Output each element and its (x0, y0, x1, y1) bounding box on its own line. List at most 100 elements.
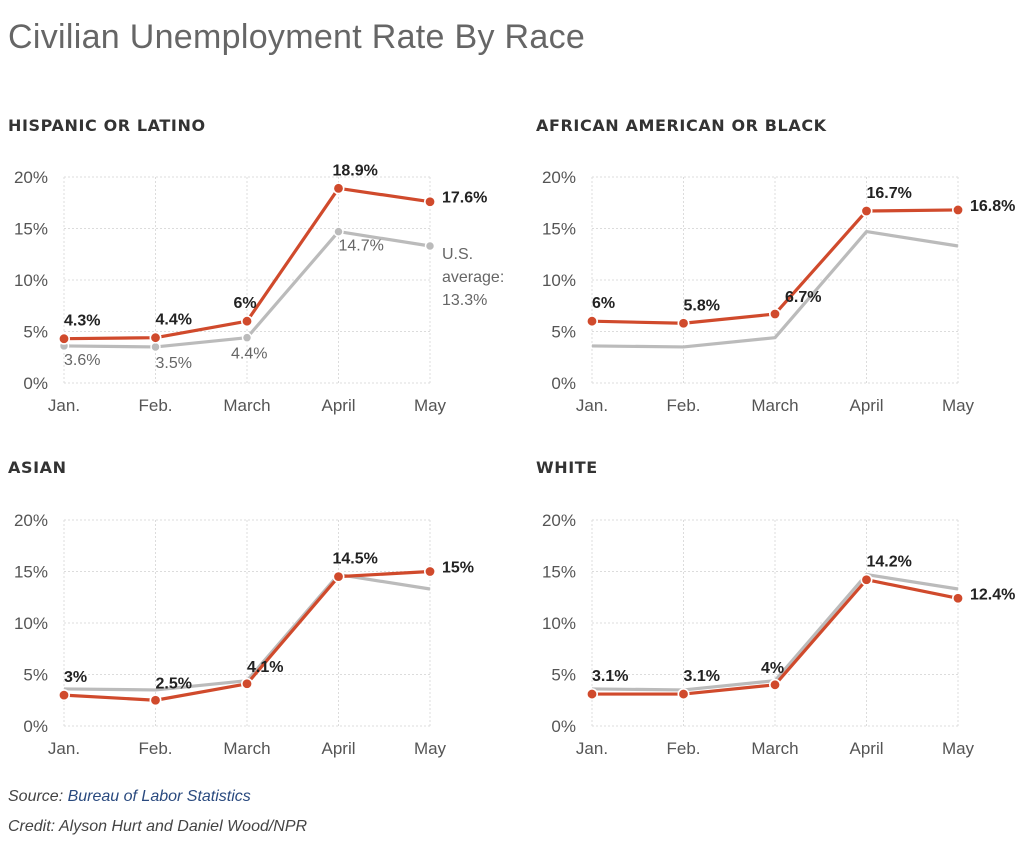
group-value-label: 4.1% (247, 659, 283, 676)
chart-panel-0: HISPANIC OR LATINO 0% 5% 10% 15% 20% Jan. Feb. M… (8, 116, 504, 415)
x-tick-label: May (414, 739, 447, 758)
source-label: Source: (8, 788, 64, 805)
average-value-label: 3.6% (64, 352, 100, 369)
group-value-label: 4% (761, 660, 784, 677)
x-tick-label: April (849, 396, 883, 415)
group-point (57, 332, 70, 345)
average-value-label: 4.4% (231, 346, 267, 363)
x-tick-label: Feb. (138, 739, 172, 758)
group-value-label: 6% (592, 295, 615, 312)
average-value-label: 14.7% (339, 238, 384, 255)
y-tick-label: 5% (551, 323, 576, 342)
average-annotation: 13.3% (442, 292, 487, 309)
credit-line: Credit: Alyson Hurt and Daniel Wood/NPR (8, 818, 308, 835)
group-value-label: 14.2% (867, 554, 912, 571)
group-point (951, 592, 964, 605)
source-line: Source: Bureau of Labor Statistics (8, 788, 307, 806)
group-value-label: 17.6% (442, 190, 487, 207)
x-tick-label: March (751, 396, 798, 415)
group-value-label: 18.9% (333, 162, 378, 179)
y-tick-label: 20% (14, 168, 48, 187)
group-value-label: 16.8% (970, 198, 1015, 215)
chart-panel-2: ASIAN 0% 5% 10% 15% 20% Jan. Feb. March April May 3… (8, 458, 474, 758)
group-point (149, 331, 162, 344)
y-tick-label: 15% (542, 220, 576, 239)
average-point (241, 332, 253, 343)
x-tick-label: April (321, 396, 355, 415)
group-value-label: 4.3% (64, 313, 100, 330)
average-annotation: average: (442, 269, 504, 286)
x-tick-label: March (751, 739, 798, 758)
group-value-label: 16.7% (867, 185, 912, 202)
group-point (860, 573, 873, 586)
group-point (677, 688, 690, 701)
x-tick-label: April (321, 739, 355, 758)
y-tick-label: 0% (551, 374, 576, 393)
x-tick-label: Jan. (48, 396, 80, 415)
chart-panel-1: AFRICAN AMERICAN OR BLACK 0% 5% 10% 15% 20% Ja… (536, 116, 1015, 415)
y-tick-label: 0% (551, 717, 576, 736)
x-tick-label: Jan. (576, 396, 608, 415)
x-tick-label: Jan. (48, 739, 80, 758)
average-point (150, 341, 161, 353)
group-value-label: 5.8% (684, 297, 720, 314)
group-value-label: 6% (233, 295, 256, 312)
group-point (332, 570, 345, 583)
y-tick-label: 20% (14, 511, 48, 530)
x-tick-label: March (223, 396, 270, 415)
group-value-label: 15% (442, 560, 474, 577)
x-tick-label: May (942, 396, 975, 415)
x-tick-label: Jan. (576, 739, 608, 758)
group-point (585, 688, 598, 701)
group-point (149, 694, 162, 707)
chart-title: WHITE (536, 458, 598, 477)
y-tick-label: 0% (23, 717, 48, 736)
group-point (423, 195, 436, 208)
group-value-label: 3.1% (684, 668, 720, 685)
average-annotation: U.S. (442, 246, 473, 263)
page-title: Civilian Unemployment Rate By Race (8, 18, 586, 56)
x-tick-label: April (849, 739, 883, 758)
group-point (677, 317, 690, 330)
group-point (241, 677, 254, 690)
x-tick-label: Feb. (666, 396, 700, 415)
group-point (241, 315, 254, 328)
y-tick-label: 10% (542, 614, 576, 633)
group-value-label: 2.5% (156, 675, 192, 692)
y-tick-label: 20% (542, 168, 576, 187)
average-point (333, 226, 344, 237)
x-tick-label: Feb. (666, 739, 700, 758)
group-value-label: 14.5% (333, 551, 378, 568)
y-tick-label: 20% (542, 511, 576, 530)
group-value-label: 3.1% (592, 668, 628, 685)
group-value-label: 12.4% (970, 586, 1015, 603)
average-point (424, 240, 436, 252)
chart-title: AFRICAN AMERICAN OR BLACK (536, 116, 827, 135)
x-tick-label: May (414, 396, 447, 415)
average-line (591, 229, 959, 349)
group-value-label: 6.7% (785, 289, 821, 306)
footer: Source: Bureau of Labor Statistics Credi… (8, 788, 307, 848)
y-tick-label: 10% (14, 271, 48, 290)
y-tick-label: 15% (14, 563, 48, 582)
y-tick-label: 0% (23, 374, 48, 393)
x-tick-label: May (942, 739, 975, 758)
y-tick-label: 10% (542, 271, 576, 290)
source-link[interactable]: Bureau of Labor Statistics (67, 788, 251, 805)
group-point (423, 565, 436, 578)
group-point (860, 204, 873, 217)
group-point (585, 315, 598, 328)
chart-panel-3: WHITE 0% 5% 10% 15% 20% Jan. Feb. March April May 3… (536, 458, 1015, 758)
y-tick-label: 10% (14, 614, 48, 633)
group-value-label: 3% (64, 669, 87, 686)
chart-title: HISPANIC OR LATINO (8, 116, 206, 135)
x-tick-label: March (223, 739, 270, 758)
average-value-label: 3.5% (156, 355, 192, 372)
group-point (768, 307, 781, 320)
group-point (951, 203, 964, 216)
y-tick-label: 5% (23, 666, 48, 685)
group-value-label: 4.4% (156, 312, 192, 329)
y-tick-label: 5% (551, 666, 576, 685)
x-tick-label: Feb. (138, 396, 172, 415)
